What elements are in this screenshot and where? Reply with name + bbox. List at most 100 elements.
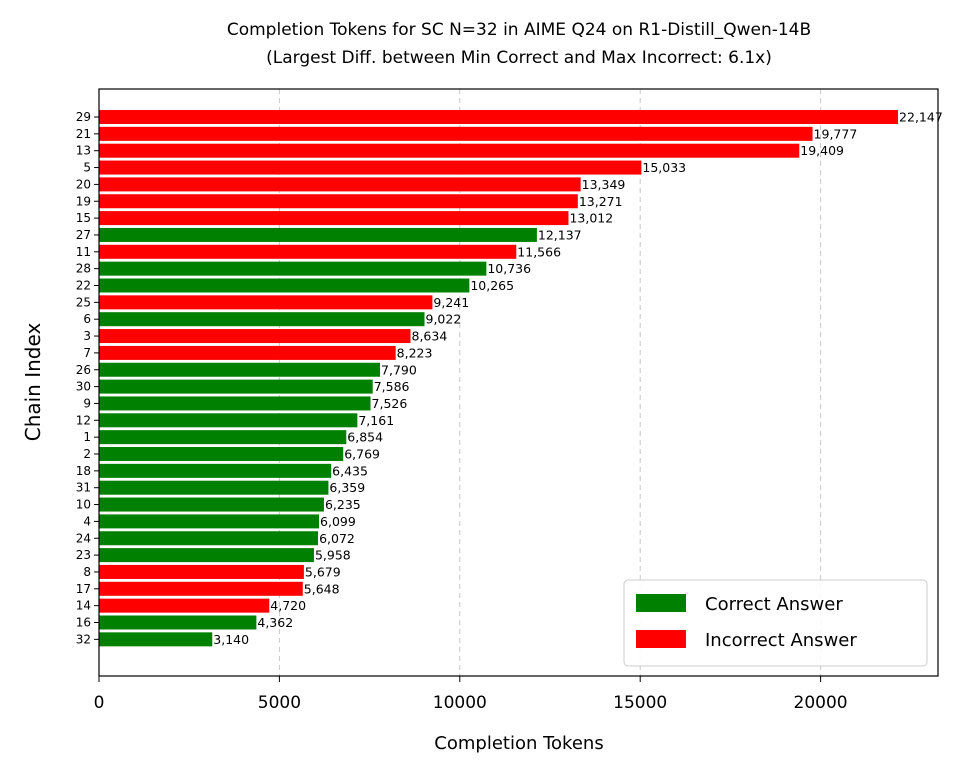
- legend-box: [623, 579, 928, 667]
- bar-value-label: 8,223: [397, 345, 433, 360]
- bar-value-label: 13,012: [569, 211, 613, 226]
- chart-title: Completion Tokens for SC N=32 in AIME Q2…: [227, 20, 811, 40]
- y-tick-label: 27: [76, 228, 91, 242]
- y-tick-label: 31: [76, 481, 91, 495]
- bar-value-label: 19,777: [814, 126, 858, 141]
- y-tick-label: 9: [83, 396, 91, 410]
- y-tick-label: 22: [76, 279, 91, 293]
- y-axis-ticks: 2921135201915271128222563726309121218311…: [76, 110, 99, 646]
- bar-chain-24: [99, 531, 319, 546]
- bar-value-label: 7,586: [374, 379, 410, 394]
- bar-chain-28: [99, 261, 487, 276]
- bar-value-label: 12,137: [538, 227, 582, 242]
- x-tick-label: 10000: [433, 693, 487, 713]
- bar-chain-4: [99, 514, 320, 529]
- y-tick-label: 8: [83, 565, 91, 579]
- bars: [99, 110, 899, 647]
- x-tick-label: 20000: [794, 693, 848, 713]
- legend-swatch-correct: [636, 594, 686, 612]
- y-tick-label: 30: [76, 380, 91, 394]
- bar-chain-19: [99, 194, 578, 209]
- bar-chain-29: [99, 110, 899, 124]
- bar-value-label: 6,769: [344, 447, 380, 462]
- y-tick-label: 17: [76, 582, 91, 596]
- bar-chain-13: [99, 143, 800, 158]
- legend-label-incorrect: Incorrect Answer: [705, 630, 857, 651]
- bar-value-label: 4,362: [257, 615, 293, 630]
- bar-value-label: 13,349: [582, 177, 626, 192]
- bar-value-label: 6,099: [320, 514, 356, 529]
- x-tick-label: 5000: [258, 693, 301, 713]
- bar-chain-2: [99, 447, 344, 461]
- bar-chain-14: [99, 598, 270, 613]
- bar-value-label: 6,072: [319, 531, 355, 546]
- legend-label-correct: Correct Answer: [705, 594, 843, 615]
- y-tick-label: 21: [76, 127, 91, 141]
- bar-chain-21: [99, 126, 813, 141]
- bar-value-label: 19,409: [800, 143, 844, 158]
- bar-value-label: 6,854: [347, 430, 383, 445]
- bar-value-label: 4,720: [270, 598, 306, 613]
- bar-chain-20: [99, 177, 581, 192]
- bar-chain-6: [99, 312, 425, 327]
- bar-value-label: 9,022: [426, 312, 462, 327]
- bar-chain-30: [99, 379, 373, 394]
- bar-chain-7: [99, 345, 396, 360]
- bar-value-label: 13,271: [579, 194, 623, 209]
- chart-subtitle: (Largest Diff. between Min Correct and M…: [266, 48, 772, 68]
- bar-chain-17: [99, 581, 303, 596]
- bar-chain-10: [99, 497, 324, 512]
- bar-chain-15: [99, 211, 569, 226]
- bar-chain-11: [99, 244, 517, 259]
- x-axis-ticks: 0 5000 10000 15000 20000: [94, 676, 848, 713]
- bar-value-label: 5,648: [304, 581, 340, 596]
- bar-value-label: 5,958: [315, 548, 351, 563]
- y-tick-label: 18: [76, 464, 91, 478]
- legend-swatch-incorrect: [636, 630, 686, 648]
- bar-chain-1: [99, 430, 347, 445]
- y-tick-label: 7: [83, 346, 91, 360]
- y-tick-label: 26: [76, 363, 91, 377]
- y-tick-label: 19: [76, 194, 91, 208]
- bar-value-labels: 22,147 19,777 19,409 15,033 13,349 13,271 13,0…: [213, 110, 943, 647]
- y-tick-label: 29: [76, 110, 91, 124]
- bar-value-label: 6,435: [332, 463, 368, 478]
- bar-value-label: 15,033: [642, 160, 686, 175]
- bar-value-label: 7,526: [372, 396, 408, 411]
- bar-chain-3: [99, 329, 411, 344]
- y-tick-label: 14: [76, 599, 91, 613]
- y-tick-label: 4: [83, 514, 91, 528]
- y-tick-label: 16: [76, 616, 91, 630]
- bar-chain-27: [99, 227, 537, 242]
- y-tick-label: 5: [83, 161, 91, 175]
- bar-value-label: 11,566: [517, 244, 561, 259]
- y-tick-label: 32: [76, 632, 91, 646]
- bar-chain-9: [99, 396, 371, 411]
- y-tick-label: 1: [83, 430, 91, 444]
- y-tick-label: 24: [76, 531, 91, 545]
- bar-value-label: 7,161: [358, 413, 394, 428]
- legend: Correct Answer Incorrect Answer: [623, 579, 928, 667]
- y-tick-label: 20: [76, 177, 91, 191]
- plot-frame: [98, 88, 939, 677]
- bar-value-label: 8,634: [412, 329, 448, 344]
- y-tick-label: 28: [76, 262, 91, 276]
- bar-chain-16: [99, 615, 257, 630]
- bar-chain-18: [99, 463, 332, 478]
- x-tick-label: 0: [94, 693, 105, 713]
- bar-chain-5: [99, 160, 642, 175]
- y-tick-label: 10: [76, 498, 91, 512]
- bar-chain-25: [99, 295, 433, 310]
- y-tick-label: 15: [76, 211, 91, 225]
- bar-chain-22: [99, 278, 470, 293]
- bar-chain-31: [99, 480, 329, 495]
- bar-chain-8: [99, 564, 304, 579]
- x-tick-label: 15000: [613, 693, 667, 713]
- y-tick-label: 11: [76, 245, 91, 259]
- bar-value-label: 6,235: [325, 497, 361, 512]
- bar-chain-23: [99, 548, 314, 563]
- bar-chain-12: [99, 413, 358, 428]
- x-axis-label: Completion Tokens: [434, 733, 603, 754]
- bar-value-label: 6,359: [329, 480, 365, 495]
